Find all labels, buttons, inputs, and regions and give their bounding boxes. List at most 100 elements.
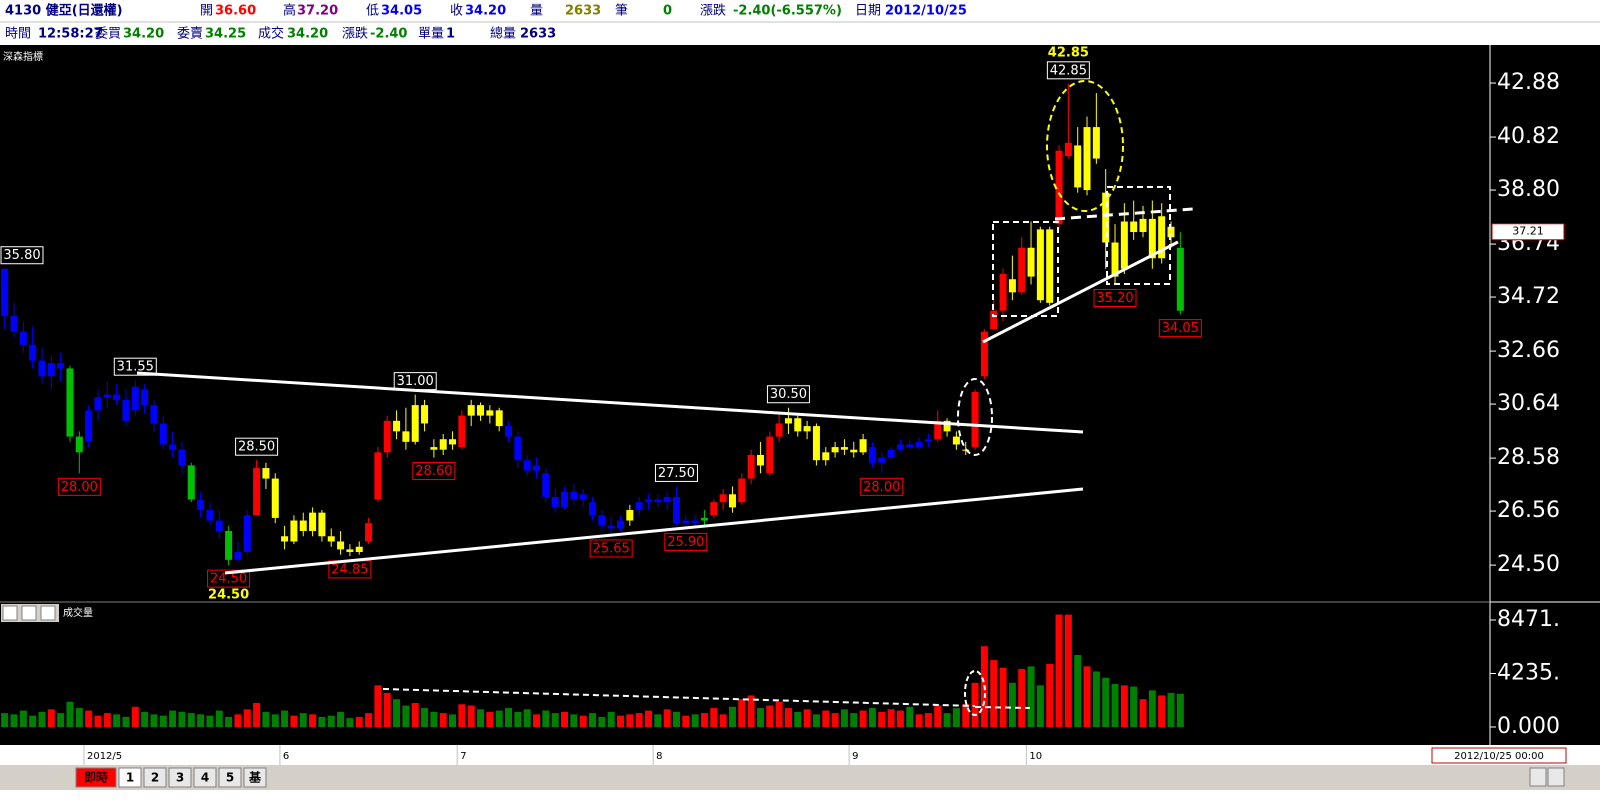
- volume-bar: [906, 706, 914, 728]
- tab-label[interactable]: 5: [226, 771, 234, 785]
- volume-bar: [299, 713, 307, 728]
- candle-body: [850, 449, 858, 453]
- volume-bar: [766, 705, 774, 728]
- candle-body: [430, 447, 438, 450]
- candle-body: [794, 418, 802, 432]
- tab-label[interactable]: 3: [176, 771, 184, 785]
- candle-body: [598, 515, 606, 526]
- volume-bar: [682, 715, 690, 728]
- candle-body: [495, 410, 503, 427]
- volume-bar: [365, 713, 373, 728]
- tab-label[interactable]: 1: [126, 771, 134, 785]
- quote-label: 低: [366, 4, 379, 19]
- quote-label: 日期: [855, 4, 881, 19]
- volume-bar: [1074, 655, 1082, 728]
- icon[interactable]: [40, 605, 56, 621]
- extreme-label: 42.85: [1048, 45, 1089, 60]
- cursor-box: [1491, 223, 1565, 241]
- quote-label: 開: [200, 4, 213, 19]
- icon[interactable]: [21, 605, 37, 621]
- candle-body: [803, 426, 811, 432]
- candle-body: [383, 420, 391, 453]
- tab-label[interactable]: 4: [201, 771, 209, 785]
- quote-label: 漲跌: [700, 3, 726, 19]
- volume-bar: [1036, 685, 1044, 728]
- tab-label[interactable]: 即時: [84, 770, 108, 785]
- quote-value: 36.60: [215, 4, 256, 19]
- volume-bar: [355, 716, 363, 728]
- quote-label: 高: [283, 3, 296, 19]
- volume-bar: [943, 713, 951, 728]
- candle-body: [206, 510, 214, 521]
- candle-body: [822, 452, 830, 461]
- candle-body: [626, 510, 634, 521]
- volume-bar: [710, 708, 718, 728]
- y-tick-label: 42.88: [1497, 70, 1560, 95]
- volume-bar: [635, 713, 643, 728]
- tab-label[interactable]: 基: [248, 770, 262, 785]
- volume-bar: [243, 709, 251, 728]
- tab-button[interactable]: [193, 767, 217, 788]
- tab-label[interactable]: 2: [151, 771, 159, 785]
- trend-line: [382, 688, 976, 707]
- candle-body: [878, 457, 886, 463]
- candle-body: [225, 531, 233, 560]
- volume-bar: [131, 706, 139, 728]
- volume-bar: [337, 711, 345, 728]
- volume-bar: [738, 699, 746, 728]
- candle-body: [19, 331, 27, 345]
- volume-bar: [411, 703, 419, 728]
- volume-bar: [421, 708, 429, 728]
- tab-button[interactable]: [75, 767, 117, 788]
- candle-body: [178, 449, 186, 466]
- volume-bar: [990, 660, 998, 728]
- volume-bar: [840, 709, 848, 728]
- candle-body: [915, 441, 923, 448]
- candle-body: [327, 536, 335, 542]
- volume-bar: [533, 714, 541, 728]
- candle-body: [542, 473, 550, 497]
- volume-bar: [561, 711, 569, 728]
- price-label-box: [1158, 319, 1202, 338]
- price-label: 35.20: [1096, 291, 1133, 306]
- price-label-box: [0, 246, 44, 265]
- candle-body: [999, 273, 1007, 311]
- tab-button[interactable]: [243, 767, 267, 788]
- price-label-box: [1046, 61, 1090, 80]
- volume-bar: [1064, 614, 1072, 728]
- volume-bar: [700, 713, 708, 728]
- candle-body: [747, 454, 755, 479]
- volume-bar: [607, 711, 615, 728]
- scroll-button[interactable]: [1547, 767, 1565, 787]
- volume-bar: [57, 713, 65, 728]
- volume-bar: [1046, 663, 1054, 728]
- tab-button[interactable]: [143, 767, 167, 788]
- candle-body: [971, 392, 979, 448]
- candle-body: [439, 439, 447, 450]
- volume-bar: [206, 715, 214, 728]
- quote-label: 量: [530, 4, 543, 19]
- tab-button[interactable]: [218, 767, 242, 788]
- candle-body: [654, 499, 662, 503]
- volume-bar: [626, 714, 634, 728]
- tab-button[interactable]: [118, 767, 142, 788]
- scroll-button[interactable]: [1529, 767, 1547, 787]
- ticker-value: 34.25: [205, 27, 246, 42]
- footer: [0, 790, 1600, 805]
- volume-bar: [663, 709, 671, 728]
- cursor-label: 37.21: [1512, 225, 1544, 238]
- volume-bar: [10, 714, 18, 728]
- candle-body: [309, 512, 317, 532]
- candle-body: [533, 465, 541, 471]
- trend-line: [974, 706, 1031, 709]
- drawings: [136, 80, 1194, 716]
- volume-bar: [318, 716, 326, 728]
- volume-bar: [122, 716, 130, 728]
- candle-body: [262, 468, 270, 479]
- volume-bar: [495, 710, 503, 728]
- candle-body: [94, 397, 102, 411]
- icon[interactable]: [2, 605, 18, 621]
- candle-body: [1074, 145, 1082, 188]
- tab-button[interactable]: [168, 767, 192, 788]
- volume-bar: [579, 715, 587, 728]
